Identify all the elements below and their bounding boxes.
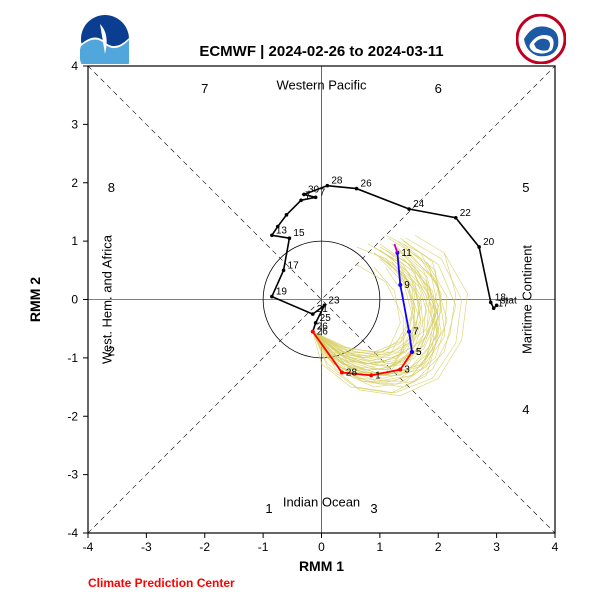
svg-text:11: 11: [401, 248, 412, 259]
svg-text:22: 22: [460, 208, 472, 219]
svg-text:0: 0: [71, 293, 78, 307]
svg-text:19: 19: [276, 287, 288, 298]
svg-text:-3: -3: [141, 540, 152, 554]
svg-text:ECMWF | 2024-02-26 to 2024-03-: ECMWF | 2024-02-26 to 2024-03-11: [199, 43, 443, 60]
svg-text:7: 7: [320, 187, 326, 198]
svg-text:-2: -2: [199, 540, 210, 554]
svg-text:Indian Ocean: Indian Ocean: [283, 495, 360, 510]
svg-text:3: 3: [71, 117, 78, 131]
nws-logo: [516, 14, 566, 64]
rmm-phase-chart: stat171820222426283077131517192123252626…: [0, 0, 596, 596]
svg-text:2: 2: [71, 176, 78, 190]
svg-text:-1: -1: [67, 351, 78, 365]
svg-text:7: 7: [201, 81, 208, 96]
svg-text:1: 1: [375, 370, 381, 381]
noaa-logo: [80, 14, 130, 64]
svg-text:8: 8: [108, 180, 115, 195]
svg-text:4: 4: [71, 59, 78, 73]
svg-text:3: 3: [404, 365, 410, 376]
svg-text:2: 2: [435, 540, 442, 554]
svg-text:17: 17: [288, 260, 300, 271]
svg-text:-4: -4: [67, 526, 78, 540]
svg-text:3: 3: [370, 501, 377, 516]
svg-text:4: 4: [522, 402, 529, 417]
svg-text:West. Hem. and Africa: West. Hem. and Africa: [99, 234, 114, 364]
svg-text:0: 0: [318, 540, 325, 554]
svg-text:7: 7: [305, 190, 311, 201]
svg-text:Western Pacific: Western Pacific: [276, 77, 367, 92]
svg-text:-4: -4: [83, 540, 94, 554]
svg-text:20: 20: [483, 237, 495, 248]
svg-text:9: 9: [404, 280, 410, 291]
svg-text:5: 5: [416, 347, 422, 358]
svg-text:18: 18: [495, 292, 507, 303]
svg-text:-2: -2: [67, 409, 78, 423]
svg-text:RMM 2: RMM 2: [27, 277, 43, 322]
svg-text:Maritime Continent: Maritime Continent: [520, 245, 535, 354]
svg-text:RMM 1: RMM 1: [299, 558, 344, 574]
svg-text:24: 24: [413, 199, 425, 210]
svg-text:26: 26: [317, 327, 329, 338]
svg-text:4: 4: [552, 540, 559, 554]
svg-text:28: 28: [331, 176, 343, 187]
svg-text:-1: -1: [258, 540, 269, 554]
svg-text:15: 15: [293, 228, 305, 239]
svg-text:13: 13: [276, 225, 288, 236]
svg-text:7: 7: [413, 327, 419, 338]
svg-text:6: 6: [435, 81, 442, 96]
svg-text:1: 1: [265, 501, 272, 516]
svg-text:1: 1: [377, 540, 384, 554]
svg-text:26: 26: [361, 179, 373, 190]
svg-text:28: 28: [346, 367, 358, 378]
svg-text:5: 5: [522, 180, 529, 195]
svg-text:1: 1: [71, 234, 78, 248]
svg-text:23: 23: [328, 295, 340, 306]
svg-text:3: 3: [493, 540, 500, 554]
chart-container: stat171820222426283077131517192123252626…: [0, 0, 596, 596]
footer-text: Climate Prediction Center: [88, 576, 235, 590]
svg-text:-3: -3: [67, 468, 78, 482]
